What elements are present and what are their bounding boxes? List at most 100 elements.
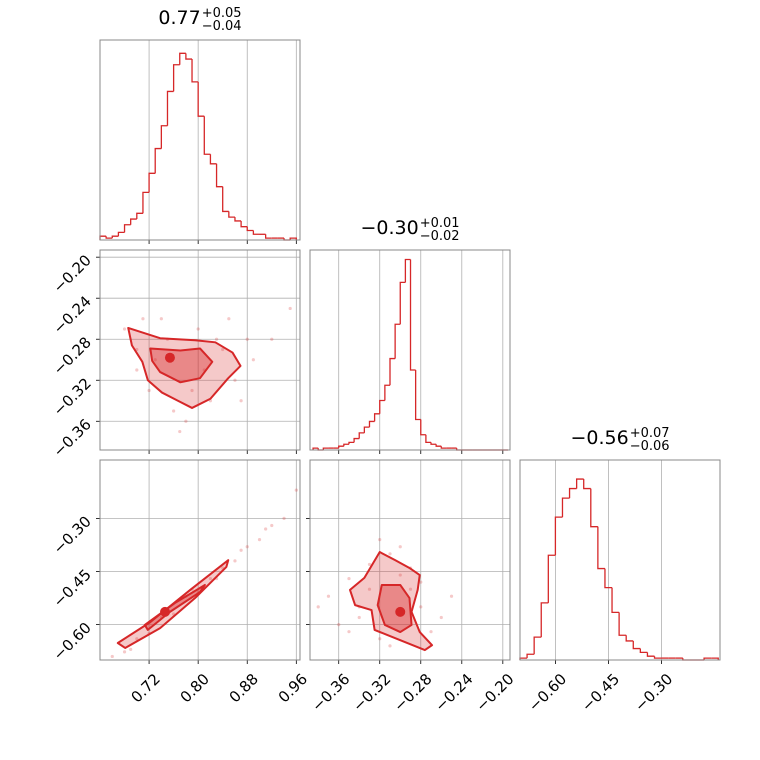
histogram-step	[399, 281, 406, 325]
histogram-step	[611, 587, 620, 614]
sample-point	[294, 488, 298, 492]
histogram-step	[312, 447, 319, 450]
histogram-step	[646, 652, 655, 657]
x-tick-label: −0.30	[631, 670, 676, 715]
sample-point	[245, 337, 249, 341]
histogram-step	[222, 186, 229, 213]
y-tick-label: −0.28	[50, 333, 95, 378]
sample-point	[347, 630, 351, 634]
sample-point	[270, 337, 274, 341]
histogram-step	[430, 442, 437, 445]
histogram-step	[185, 53, 193, 60]
sample-point	[367, 587, 372, 591]
histogram-step	[547, 554, 556, 603]
panel-title: −0.56	[570, 427, 628, 449]
histogram-step	[197, 81, 205, 117]
sample-point	[251, 358, 255, 362]
sample-point	[227, 317, 231, 321]
histogram-step	[111, 235, 119, 239]
histogram-step	[554, 516, 563, 556]
histogram-step	[363, 426, 370, 433]
contour	[143, 583, 206, 631]
histogram-step	[105, 236, 113, 239]
sample-point	[214, 337, 219, 341]
x-tick-label: 0.88	[226, 670, 262, 706]
sample-point	[398, 573, 402, 577]
histogram-step	[618, 612, 627, 636]
histogram-step	[148, 172, 156, 193]
sample-point	[270, 523, 274, 528]
peak	[395, 606, 406, 617]
histogram-step	[568, 487, 577, 499]
x-tick-label: −0.36	[308, 670, 353, 715]
histogram-step	[234, 217, 242, 222]
histogram-step	[373, 413, 380, 422]
panel-frame	[519, 459, 721, 661]
peak	[164, 352, 175, 363]
histogram-step	[653, 656, 662, 659]
panel-title: −0.30	[360, 217, 418, 239]
sample-point	[110, 654, 114, 659]
histogram-step	[160, 125, 168, 149]
histogram-step	[172, 64, 180, 92]
title-lower: −0.06	[630, 439, 670, 454]
histogram-step	[420, 419, 426, 436]
sample-point	[141, 317, 145, 321]
x-tick-label: −0.32	[349, 670, 394, 715]
title-upper: +0.05	[202, 6, 242, 21]
sample-point	[388, 644, 392, 648]
histogram-step	[604, 568, 613, 589]
x-tick-label: −0.20	[472, 670, 517, 715]
panel-frame	[309, 249, 511, 451]
title-upper: +0.07	[630, 426, 670, 441]
histogram-step	[203, 116, 211, 155]
sample-point	[337, 623, 341, 627]
sample-point	[208, 576, 213, 581]
histogram-step	[533, 636, 542, 655]
sample-point	[172, 409, 176, 413]
y-tick-label: −0.45	[50, 566, 95, 611]
histogram-step	[414, 370, 421, 421]
histogram-step	[409, 259, 416, 371]
panel-frame	[99, 459, 301, 661]
histogram-step	[142, 191, 150, 214]
histogram-step	[154, 147, 162, 174]
sample-point	[264, 527, 268, 531]
histogram-step	[348, 441, 355, 445]
sample-point	[347, 576, 351, 581]
histogram-step	[368, 420, 375, 428]
sample-point	[282, 516, 286, 521]
y-tick-label: −0.60	[50, 619, 95, 664]
histogram-step	[353, 437, 360, 443]
panel: −0.36−0.32−0.28−0.24−0.20	[306, 459, 518, 715]
sample-point	[398, 545, 402, 549]
contour	[376, 583, 413, 634]
histogram-step	[338, 445, 344, 449]
sample-point	[429, 630, 433, 634]
sample-point	[408, 587, 413, 591]
histogram-step	[632, 640, 641, 650]
histogram-step	[639, 648, 648, 654]
sample-point	[190, 388, 194, 393]
sample-point	[367, 562, 372, 567]
sample-point	[449, 594, 454, 598]
sample-point	[178, 429, 182, 434]
sample-point	[196, 327, 200, 331]
y-tick-label: −0.20	[50, 251, 95, 296]
histogram-step	[625, 635, 634, 642]
histogram-step	[191, 59, 199, 83]
x-tick-label: −0.28	[390, 670, 435, 715]
peak	[160, 606, 171, 617]
x-tick-label: 0.72	[127, 670, 163, 706]
histogram-step	[240, 220, 248, 228]
histogram-step	[166, 90, 174, 126]
y-tick-label: −0.24	[50, 292, 95, 337]
sample-point	[326, 594, 331, 598]
sample-point	[316, 605, 320, 609]
histogram-step	[711, 657, 719, 660]
panel: −0.60 −0.45 −0.30 −0.56 +0.07−0.06	[519, 426, 721, 715]
sample-point	[184, 419, 188, 423]
x-tick-label: 0.96	[275, 670, 311, 706]
panel-title: 0.77	[158, 7, 200, 29]
histogram-step	[343, 443, 349, 447]
